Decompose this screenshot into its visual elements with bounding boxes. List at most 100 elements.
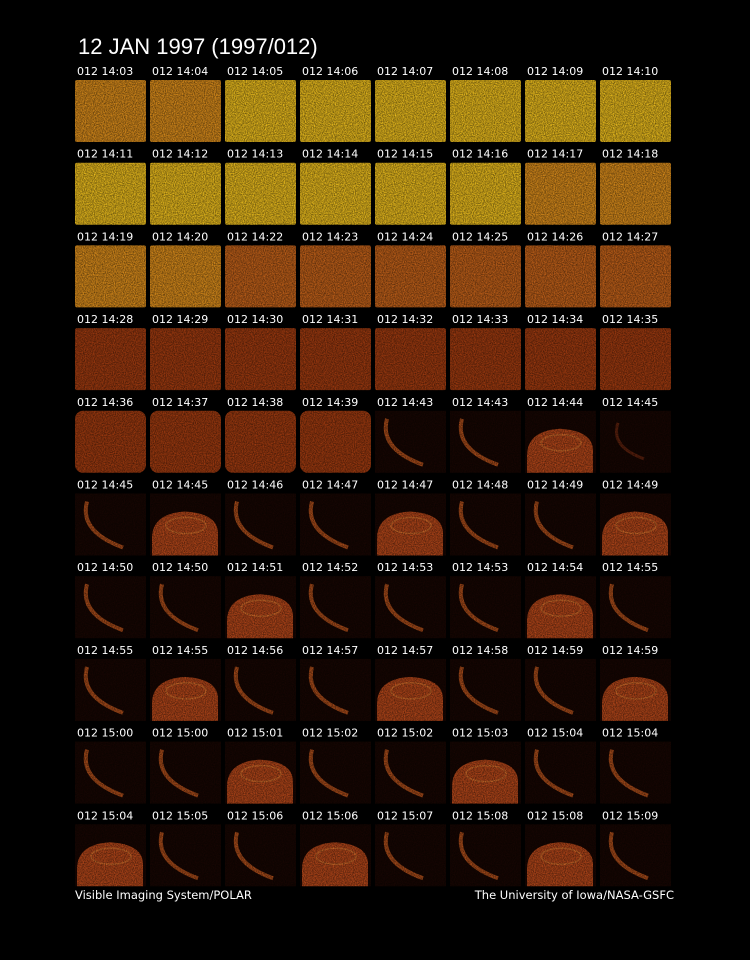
frame-image — [150, 658, 221, 721]
frame-image — [150, 741, 221, 804]
frame-label: 012 14:38 — [227, 396, 283, 409]
frame-image — [300, 658, 371, 721]
frame-image — [150, 245, 221, 308]
image-noise — [450, 162, 521, 225]
frame-label: 012 15:04 — [77, 809, 133, 822]
image-noise — [600, 824, 671, 887]
image-noise — [525, 80, 596, 142]
frame-grid: 012 14:03 012 14:04 012 14:05 012 14:06 012 … — [75, 65, 671, 887]
image-noise — [450, 576, 521, 639]
frame-label: 012 15:07 — [377, 809, 433, 822]
frame-image — [600, 824, 671, 887]
image-noise — [75, 493, 146, 556]
frame-image — [600, 245, 671, 308]
frame-label: 012 14:14 — [302, 148, 358, 161]
frame-label: 012 15:04 — [602, 727, 658, 740]
image-noise — [600, 658, 671, 721]
frame-label: 012 14:28 — [77, 313, 133, 326]
frame-image — [150, 493, 221, 556]
frame-image — [375, 410, 446, 473]
image-noise — [225, 328, 296, 391]
frame-image — [150, 576, 221, 639]
frame-label: 012 14:45 — [602, 396, 658, 409]
frame-image — [75, 658, 146, 721]
image-noise — [225, 162, 296, 225]
image-noise — [300, 576, 371, 639]
frame-image — [375, 741, 446, 804]
image-noise — [300, 658, 371, 721]
image-noise — [525, 824, 596, 887]
frame-image — [525, 410, 596, 473]
frame-label: 012 14:13 — [227, 148, 283, 161]
frame-label: 012 14:25 — [452, 230, 508, 243]
frame-label: 012 14:23 — [302, 230, 358, 243]
image-noise — [300, 410, 371, 473]
frame-label: 012 14:43 — [452, 396, 508, 409]
frame-label: 012 14:18 — [602, 148, 658, 161]
frame-image — [375, 576, 446, 639]
frame-label: 012 14:55 — [602, 561, 658, 574]
frame-image — [300, 328, 371, 391]
frame-label: 012 14:55 — [152, 644, 208, 657]
frame-image — [600, 410, 671, 473]
frame-image — [300, 493, 371, 556]
image-noise — [75, 80, 146, 142]
frame-label: 012 14:37 — [152, 396, 208, 409]
frame-image — [525, 493, 596, 556]
frame-image — [300, 80, 371, 142]
image-noise — [225, 658, 296, 721]
frame-image — [150, 328, 221, 391]
frame-image — [525, 741, 596, 804]
frame-label: 012 14:49 — [527, 479, 583, 492]
frame-image — [75, 741, 146, 804]
frame-label: 012 14:49 — [602, 479, 658, 492]
image-noise — [450, 245, 521, 308]
frame-image — [375, 493, 446, 556]
frame-label: 012 14:05 — [227, 65, 283, 78]
image-noise — [600, 328, 671, 391]
frame-image — [225, 328, 296, 391]
image-noise — [600, 576, 671, 639]
frame-image — [450, 162, 521, 225]
image-noise — [375, 80, 446, 142]
frame-image — [525, 162, 596, 225]
image-noise — [525, 245, 596, 308]
frame-image — [375, 80, 446, 142]
image-noise — [450, 658, 521, 721]
frame-label: 012 14:26 — [527, 230, 583, 243]
frame-image — [225, 824, 296, 887]
frame-image — [75, 162, 146, 225]
image-noise — [225, 741, 296, 804]
frame-image — [75, 328, 146, 391]
image-noise — [525, 658, 596, 721]
frame-label: 012 15:06 — [302, 809, 358, 822]
frame-label: 012 14:30 — [227, 313, 283, 326]
image-noise — [375, 824, 446, 887]
image-noise — [300, 741, 371, 804]
image-noise — [525, 576, 596, 639]
image-noise — [450, 741, 521, 804]
image-noise — [300, 80, 371, 142]
image-noise — [75, 245, 146, 308]
frame-label: 012 15:05 — [152, 809, 208, 822]
frame-image — [600, 328, 671, 391]
frame-image — [150, 410, 221, 473]
image-noise — [300, 162, 371, 225]
image-noise — [375, 658, 446, 721]
frame-label: 012 14:51 — [227, 561, 283, 574]
image-noise — [600, 741, 671, 804]
frame-label: 012 14:15 — [377, 148, 433, 161]
frame-image — [75, 576, 146, 639]
image-noise — [225, 80, 296, 142]
image-noise — [150, 80, 221, 142]
frame-image — [150, 80, 221, 142]
frame-image — [450, 328, 521, 391]
frame-image — [450, 245, 521, 308]
image-noise — [150, 824, 221, 887]
frame-image — [375, 328, 446, 391]
image-noise — [300, 245, 371, 308]
image-noise — [225, 576, 296, 639]
frame-label: 012 14:57 — [377, 644, 433, 657]
image-noise — [75, 328, 146, 391]
frame-label: 012 14:09 — [527, 65, 583, 78]
